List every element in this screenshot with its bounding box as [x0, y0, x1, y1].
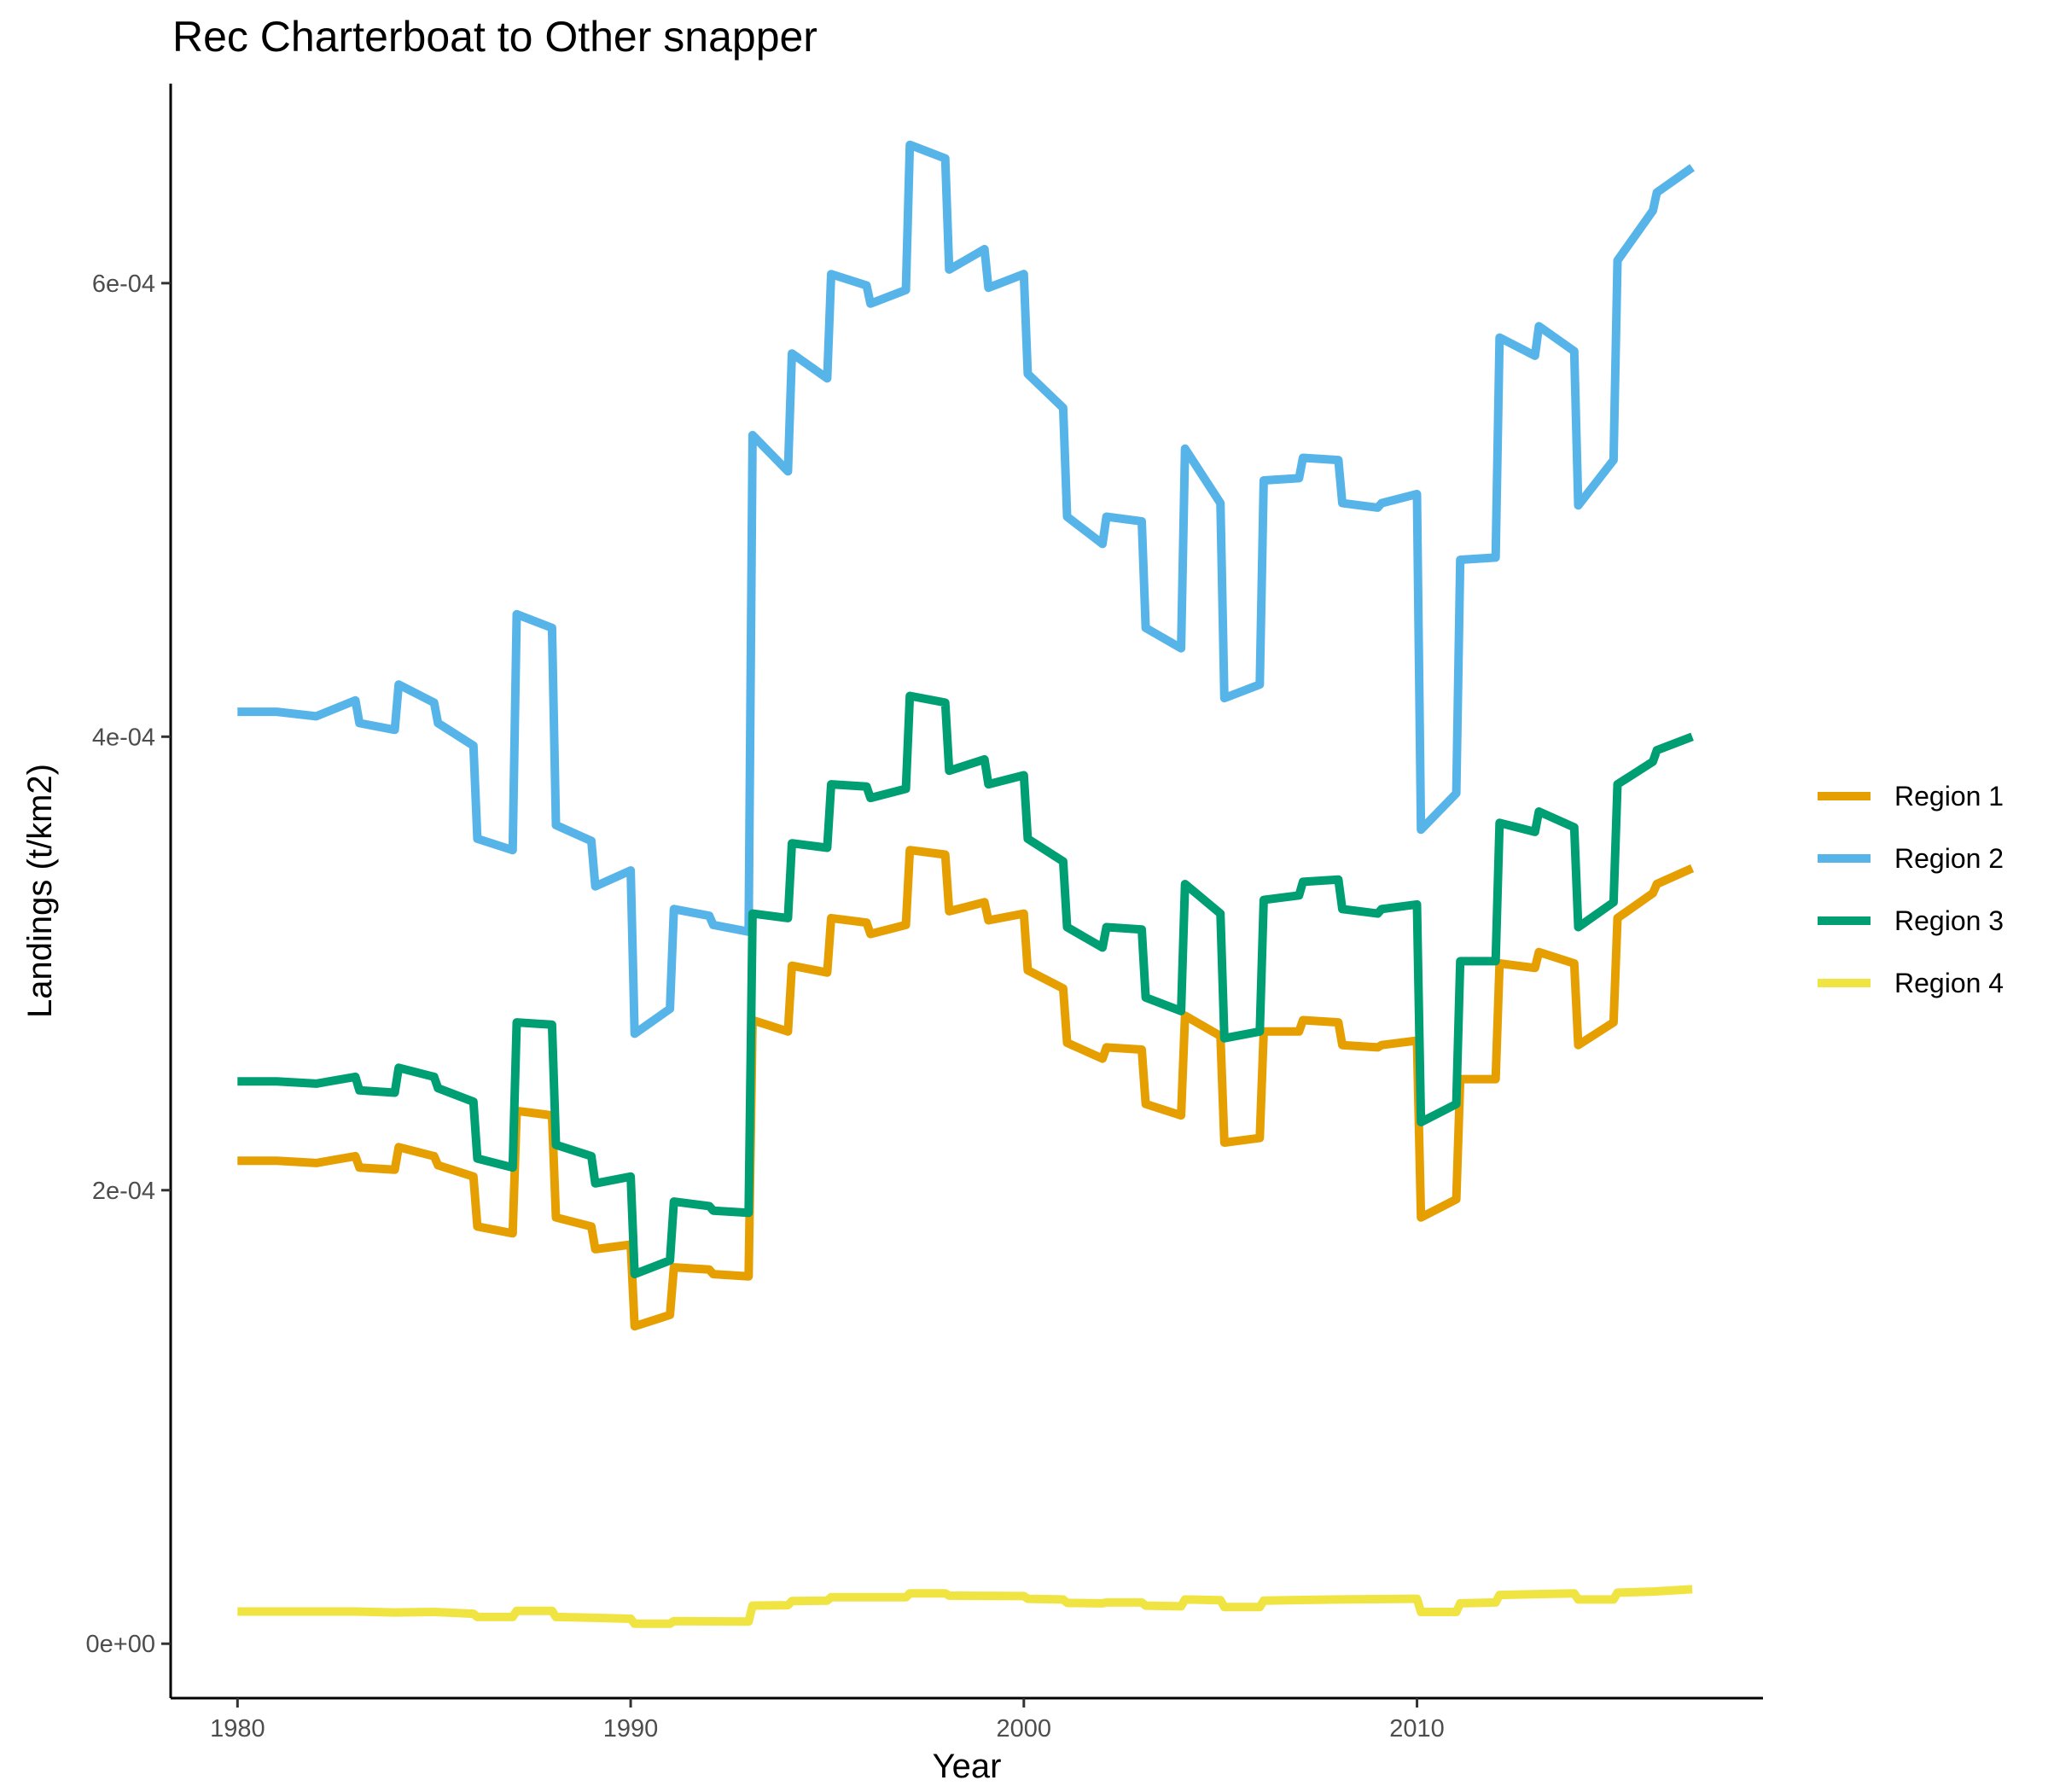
chart-title: Rec Charterboat to Other snapper [172, 13, 817, 61]
x-tick-label: 1990 [603, 1715, 659, 1743]
series-line-region-1 [237, 846, 1695, 1331]
series-line-region-4 [237, 1585, 1693, 1628]
y-tick-label: 2e-04 [92, 1178, 155, 1205]
x-tick-label: 2000 [997, 1715, 1052, 1743]
x-tick-label: 1980 [210, 1715, 265, 1743]
series-layer [237, 140, 1695, 1628]
x-axis-ticks: 1980 1990 2000 2010 [210, 1698, 1445, 1743]
legend-label-region-1: Region 1 [1894, 781, 2004, 812]
legend-label-region-4: Region 4 [1894, 968, 2004, 998]
legend-label-region-2: Region 2 [1894, 843, 2004, 874]
x-axis-title: Year [933, 1748, 1002, 1785]
legend-label-region-3: Region 3 [1894, 905, 2004, 936]
series-line-region-3 [237, 691, 1694, 1279]
plot-area: 1980 1990 2000 2010 0e+00 2e-04 4e-04 6e-04 [86, 84, 1763, 1743]
y-axis-ticks: 0e+00 2e-04 4e-04 6e-04 [86, 271, 171, 1658]
y-tick-label: 4e-04 [92, 724, 155, 751]
legend: Region 1 Region 2 Region 3 Region 4 [1818, 781, 2004, 998]
x-tick-label: 2010 [1389, 1715, 1445, 1743]
y-tick-label: 6e-04 [92, 271, 155, 298]
y-axis-title: Landings (t/km2) [21, 764, 59, 1018]
y-tick-label: 0e+00 [86, 1631, 155, 1658]
series-line-region-2 [237, 140, 1695, 1039]
